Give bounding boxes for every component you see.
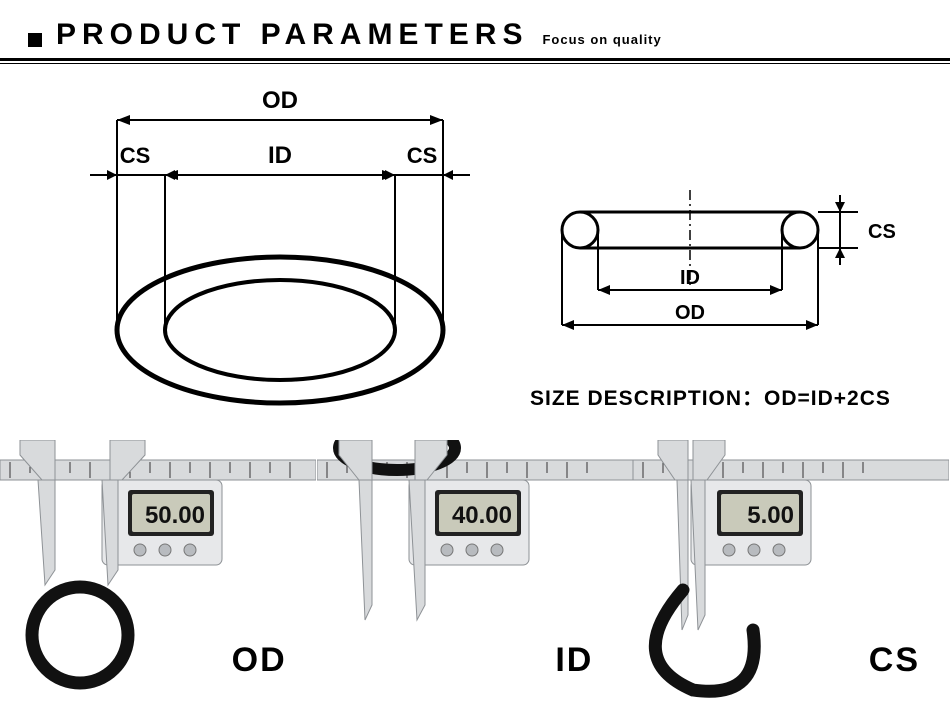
caliper-cs: 5.00 CS	[633, 440, 950, 700]
section-view-svg: CS ID OD	[540, 190, 900, 350]
diagram-section-view: CS ID OD	[540, 190, 900, 350]
caliper-label-id: ID	[555, 641, 593, 680]
caliper-cs-reading: 5.00	[748, 502, 795, 529]
caliper-id-reading: 40.00	[452, 502, 512, 529]
header: PRODUCT PARAMETERS Focus on quality	[0, 18, 950, 52]
caliper-row: 50.00 OD	[0, 440, 950, 700]
caliper-od-reading: 50.00	[145, 502, 205, 529]
label-section-od: OD	[675, 302, 705, 324]
page-subtitle: Focus on quality	[542, 32, 661, 47]
dim-cs-right: CS	[385, 143, 470, 180]
section-circle-right	[782, 212, 818, 248]
dim-id: ID	[165, 142, 395, 330]
label-cs-left: CS	[120, 143, 151, 168]
section-circle-left	[562, 212, 598, 248]
caliper-id-svg: 40.00	[317, 440, 633, 620]
diagram-top-view: OD ID CS CS	[90, 80, 470, 420]
label-cs-right: CS	[407, 143, 438, 168]
divider-thick	[0, 58, 950, 61]
label-section-id: ID	[680, 267, 700, 289]
label-od: OD	[262, 87, 298, 114]
label-id: ID	[268, 142, 292, 169]
caliper-id: 40.00 ID	[317, 440, 634, 700]
oring-inner	[165, 280, 395, 380]
caliper-label-cs: CS	[869, 641, 920, 680]
top-view-svg: OD ID CS CS	[90, 80, 470, 420]
label-section-cs: CS	[868, 221, 896, 243]
dim-cs-left: CS	[90, 143, 175, 180]
divider-thin	[0, 63, 950, 64]
size-formula: SIZE DESCRIPTION：OD=ID+2CS	[530, 382, 891, 412]
caliper-od: 50.00 OD	[0, 440, 317, 700]
oring-sample-od	[32, 587, 128, 683]
page-title: PRODUCT PARAMETERS	[56, 18, 528, 52]
caliper-label-od: OD	[232, 641, 287, 680]
header-bullet-icon	[28, 33, 42, 47]
dim-section-cs: CS	[818, 195, 896, 265]
